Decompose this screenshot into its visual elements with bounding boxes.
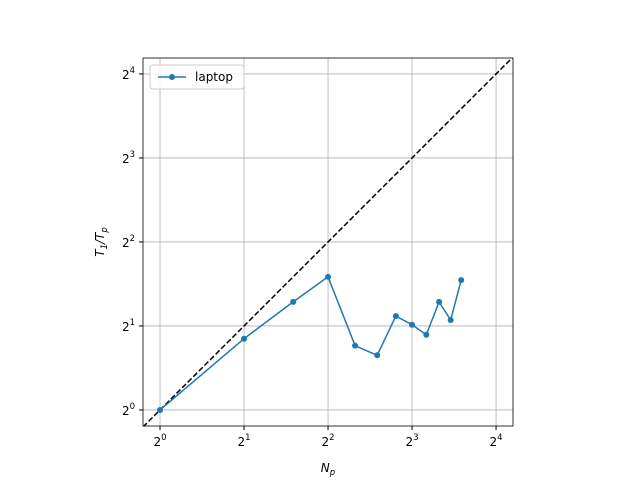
x-tick-label: 21 [237, 433, 250, 449]
data-point [325, 273, 332, 280]
data-point [458, 277, 465, 284]
data-point [241, 335, 248, 342]
y-tick-label: 22 [122, 234, 135, 250]
data-point [157, 406, 164, 413]
legend: laptop [149, 64, 245, 90]
series-line [159, 275, 462, 411]
legend-label: laptop [195, 70, 233, 84]
x-tick-label: 24 [490, 433, 503, 449]
y-tick-label: 20 [122, 402, 135, 418]
plot-frame [142, 57, 514, 427]
data-point [352, 342, 359, 349]
data-point [436, 298, 443, 305]
y-axis-label: T1/Tp [93, 227, 110, 257]
data-point [423, 331, 430, 338]
data-point [290, 298, 297, 305]
data-point [447, 317, 454, 324]
identity-line [143, 58, 513, 426]
legend-box [149, 64, 245, 90]
y-tick-label: 24 [122, 66, 135, 82]
y-tick-label: 23 [122, 150, 135, 166]
legend-marker [169, 74, 175, 80]
y-tick-label: 21 [122, 318, 135, 334]
x-tick-label: 20 [153, 433, 166, 449]
data-point [409, 321, 416, 328]
x-axis-label: Np [321, 461, 335, 478]
x-tick-label: 22 [322, 433, 335, 449]
x-tick-label: 23 [406, 433, 419, 449]
data-point [392, 313, 399, 320]
data-point [374, 352, 381, 359]
